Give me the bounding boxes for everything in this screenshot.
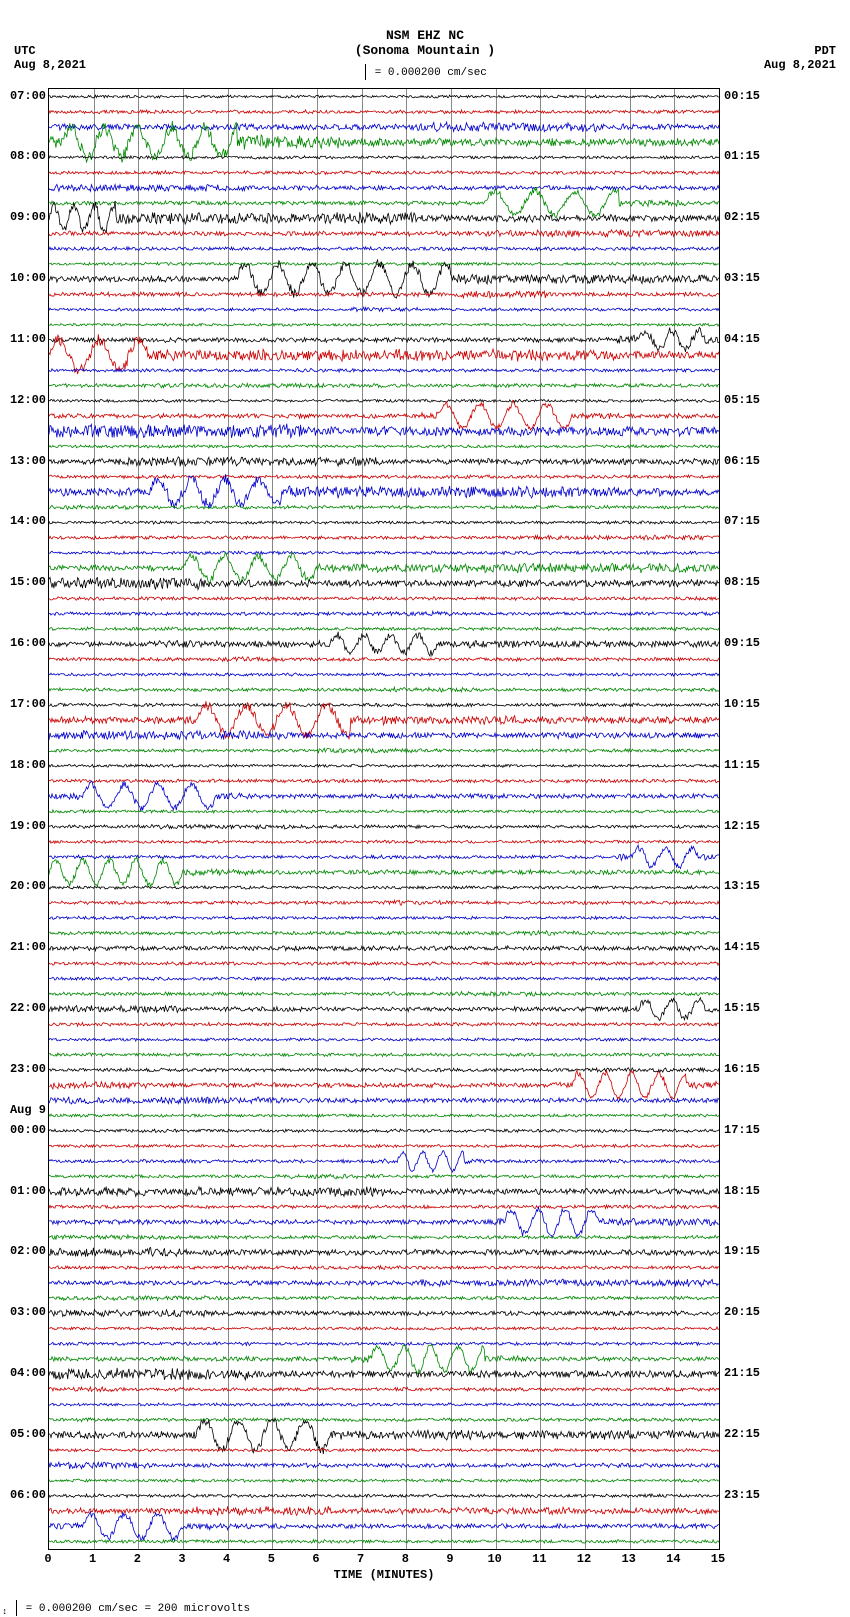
pdt-time-label: 01:15 [724, 149, 760, 163]
x-tick-label: 12 [577, 1552, 591, 1566]
footer-text: = 0.000200 cm/sec = 200 microvolts [26, 1603, 250, 1615]
day-break-label: Aug 9 [10, 1103, 46, 1117]
pdt-time-label: 22:15 [724, 1427, 760, 1441]
seismic-trace [49, 89, 719, 1549]
x-tick-label: 1 [89, 1552, 96, 1566]
pdt-time-label: 17:15 [724, 1123, 760, 1137]
plot-area [48, 88, 720, 1550]
x-tick-label: 11 [532, 1552, 546, 1566]
x-axis-labels: 0123456789101112131415 [48, 1552, 720, 1568]
x-tick-label: 2 [134, 1552, 141, 1566]
utc-time-label: 13:00 [10, 454, 46, 468]
x-tick-label: 13 [621, 1552, 635, 1566]
x-tick-label: 3 [178, 1552, 185, 1566]
pdt-time-label: 14:15 [724, 940, 760, 954]
utc-time-label: 07:00 [10, 89, 46, 103]
utc-time-label: 10:00 [10, 271, 46, 285]
pdt-time-label: 12:15 [724, 819, 760, 833]
pdt-time-label: 00:15 [724, 89, 760, 103]
utc-time-label: 01:00 [10, 1184, 46, 1198]
utc-time-label: 19:00 [10, 819, 46, 833]
helicorder-plot: UTC Aug 8,2021 PDT Aug 8,2021 NSM EHZ NC… [0, 0, 850, 1613]
x-tick-label: 15 [711, 1552, 725, 1566]
pdt-time-label: 16:15 [724, 1062, 760, 1076]
utc-time-label: 04:00 [10, 1366, 46, 1380]
utc-time-label: 21:00 [10, 940, 46, 954]
utc-time-label: 23:00 [10, 1062, 46, 1076]
x-tick-label: 4 [223, 1552, 230, 1566]
pdt-time-label: 05:15 [724, 393, 760, 407]
utc-time-label: 05:00 [10, 1427, 46, 1441]
x-tick-label: 0 [44, 1552, 51, 1566]
utc-time-label: 03:00 [10, 1305, 46, 1319]
pdt-time-label: 21:15 [724, 1366, 760, 1380]
utc-time-label: 14:00 [10, 514, 46, 528]
pdt-time-label: 04:15 [724, 332, 760, 346]
utc-time-label: 09:00 [10, 210, 46, 224]
utc-time-label: 15:00 [10, 575, 46, 589]
pdt-time-label: 15:15 [724, 1001, 760, 1015]
utc-time-label: 02:00 [10, 1244, 46, 1258]
pdt-time-label: 19:15 [724, 1244, 760, 1258]
pdt-time-label: 07:15 [724, 514, 760, 528]
pdt-time-label: 03:15 [724, 271, 760, 285]
pdt-time-label: 18:15 [724, 1184, 760, 1198]
x-tick-label: 10 [487, 1552, 501, 1566]
utc-time-label: 00:00 [10, 1123, 46, 1137]
footer-scale: ↕ = 0.000200 cm/sec = 200 microvolts [2, 1600, 250, 1617]
x-tick-label: 6 [312, 1552, 319, 1566]
date-right-label: Aug 8,2021 [764, 58, 836, 72]
utc-time-label: 18:00 [10, 758, 46, 772]
pdt-time-label: 09:15 [724, 636, 760, 650]
x-tick-label: 5 [268, 1552, 275, 1566]
scale-text: = 0.000200 cm/sec [375, 67, 487, 79]
tz-left-label: UTC [14, 44, 36, 58]
pdt-time-label: 06:15 [724, 454, 760, 468]
x-axis-title: TIME (MINUTES) [48, 1568, 720, 1582]
x-tick-label: 7 [357, 1552, 364, 1566]
utc-time-label: 22:00 [10, 1001, 46, 1015]
station-code: NSM EHZ NC [0, 0, 850, 43]
pdt-time-label: 23:15 [724, 1488, 760, 1502]
date-left-label: Aug 8,2021 [14, 58, 86, 72]
utc-time-label: 08:00 [10, 149, 46, 163]
utc-time-label: 11:00 [10, 332, 46, 346]
station-name: (Sonoma Mountain ) [0, 43, 850, 58]
pdt-time-label: 13:15 [724, 879, 760, 893]
pdt-time-label: 20:15 [724, 1305, 760, 1319]
tz-right-label: PDT [814, 44, 836, 58]
utc-time-label: 16:00 [10, 636, 46, 650]
pdt-time-label: 10:15 [724, 697, 760, 711]
scale-bar-icon [365, 64, 366, 80]
pdt-time-label: 02:15 [724, 210, 760, 224]
pdt-time-label: 11:15 [724, 758, 760, 772]
utc-time-label: 12:00 [10, 393, 46, 407]
x-tick-label: 8 [402, 1552, 409, 1566]
scale-indicator: = 0.000200 cm/sec [0, 64, 850, 80]
x-tick-label: 9 [446, 1552, 453, 1566]
utc-time-label: 17:00 [10, 697, 46, 711]
utc-time-label: 20:00 [10, 879, 46, 893]
utc-time-label: 06:00 [10, 1488, 46, 1502]
footer-scale-bar-icon [16, 1600, 17, 1616]
x-tick-label: 14 [666, 1552, 680, 1566]
pdt-time-label: 08:15 [724, 575, 760, 589]
